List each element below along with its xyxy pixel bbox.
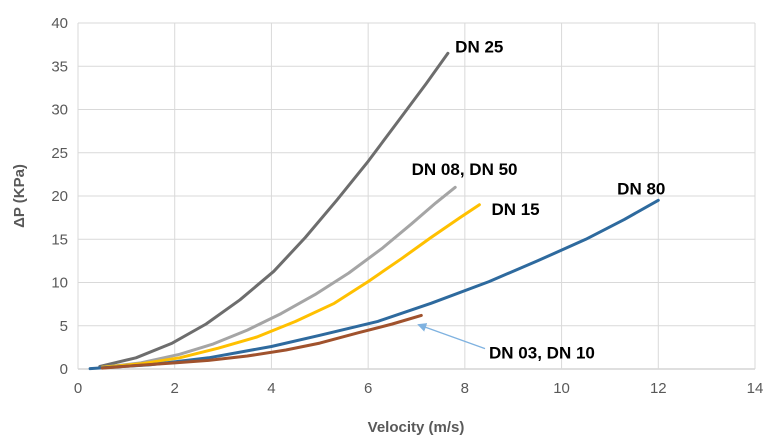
y-axis-title: ΔP (KPa) [11, 164, 28, 228]
series-label: DN 03, DN 10 [489, 344, 595, 363]
y-tick-label: 25 [51, 145, 68, 162]
x-tick-label: 12 [650, 380, 667, 397]
y-tick-label: 35 [51, 58, 68, 75]
y-tick-label: 0 [60, 361, 68, 378]
x-tick-label: 14 [747, 380, 764, 397]
y-tick-label: 30 [51, 102, 68, 119]
annotations: DN 25 DN 08, DN 50 DN 15 DN 80 DN 03, DN 10 [412, 37, 666, 362]
series-line-dn-03-dn-10 [100, 313, 423, 370]
x-tick-label: 2 [171, 380, 179, 397]
y-tick-label: 40 [51, 15, 68, 32]
x-tick-label: 8 [461, 380, 469, 397]
annotation-arrow [417, 323, 486, 350]
x-tick-label: 0 [74, 380, 82, 397]
series-line-dn-08-dn-50 [100, 185, 457, 369]
x-tick-label: 6 [364, 380, 372, 397]
y-tick-label: 10 [51, 275, 68, 292]
series-line-dn-25 [98, 51, 450, 368]
series-line-dn-15 [100, 203, 481, 369]
x-tick-label: 4 [267, 380, 275, 397]
x-tick-label: 10 [553, 380, 570, 397]
series-lines [88, 51, 660, 371]
axes: 0 5 10 15 20 25 30 35 40 0 2 4 6 8 10 12 14 [51, 15, 763, 397]
series-label: DN 08, DN 50 [412, 160, 518, 179]
series-label: DN 15 [491, 200, 539, 219]
series-line-dn-80 [88, 198, 660, 371]
gridlines [77, 22, 756, 370]
series-label: DN 25 [455, 37, 503, 56]
series-label: DN 80 [617, 179, 665, 198]
x-axis-title: Velocity (m/s) [368, 419, 465, 436]
y-tick-label: 5 [60, 318, 68, 335]
y-tick-label: 15 [51, 231, 68, 248]
y-tick-label: 20 [51, 188, 68, 205]
